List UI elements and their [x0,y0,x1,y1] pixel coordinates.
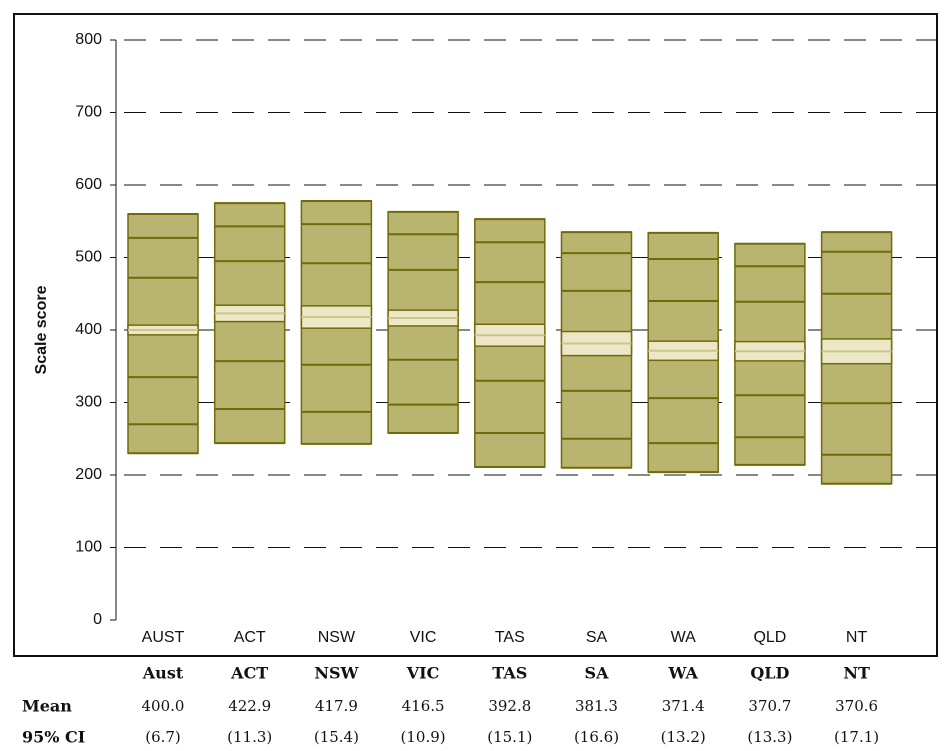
ci-cell: (11.3) [227,728,272,746]
ci-cell: (13.3) [747,728,792,746]
table-header: QLD [750,664,789,683]
table-header: SA [585,664,610,683]
row-label: 95% CI [22,728,85,747]
table-header: NSW [314,664,359,683]
x-tick-label: QLD [753,629,786,646]
x-tick-label: AUST [142,629,185,646]
ci-cell: (17.1) [834,728,879,746]
percentile-box [213,202,286,444]
mean-cell: 417.9 [315,697,358,715]
x-tick-label: ACT [234,629,266,646]
ci-cell: (15.4) [314,728,359,746]
mean-cell: 371.4 [662,697,705,715]
ci-cell: (16.6) [574,728,619,746]
y-tick-label: 0 [93,611,102,628]
mean-cell: 381.3 [575,697,618,715]
mean-cell: 416.5 [402,697,445,715]
table-header: NT [843,664,870,683]
mean-cell: 392.8 [488,697,531,715]
y-tick-label: 100 [75,539,102,556]
x-tick-label: WA [671,629,697,646]
y-axis-label: Scale score [33,285,50,374]
table-header: VIC [406,664,440,683]
x-tick-label: NSW [318,629,356,646]
y-tick-label: 500 [75,249,102,266]
x-tick-label: TAS [495,629,525,646]
x-tick-label: SA [586,629,608,646]
table-header: Aust [142,664,184,683]
mean-cell: 400.0 [142,697,185,715]
y-tick-label: 800 [75,31,102,48]
table-header: TAS [492,664,527,683]
x-tick-label: NT [846,629,868,646]
mean-cell: 370.6 [835,697,878,715]
y-tick-label: 400 [75,321,102,338]
ci-cell: (6.7) [145,728,181,746]
y-tick-label: 700 [75,104,102,121]
frame [13,13,938,657]
ci-cell: (10.9) [401,728,446,746]
row-label: Mean [22,697,72,716]
table-header: WA [668,664,699,683]
y-tick-label: 600 [75,176,102,193]
mean-cell: 422.9 [228,697,271,715]
ci-cell: (13.2) [661,728,706,746]
table-header: ACT [230,664,268,683]
ci-cell: (15.1) [487,728,532,746]
y-tick-label: 300 [75,394,102,411]
y-tick-label: 200 [75,466,102,483]
mean-cell: 370.7 [748,697,791,715]
x-tick-label: VIC [410,629,437,646]
